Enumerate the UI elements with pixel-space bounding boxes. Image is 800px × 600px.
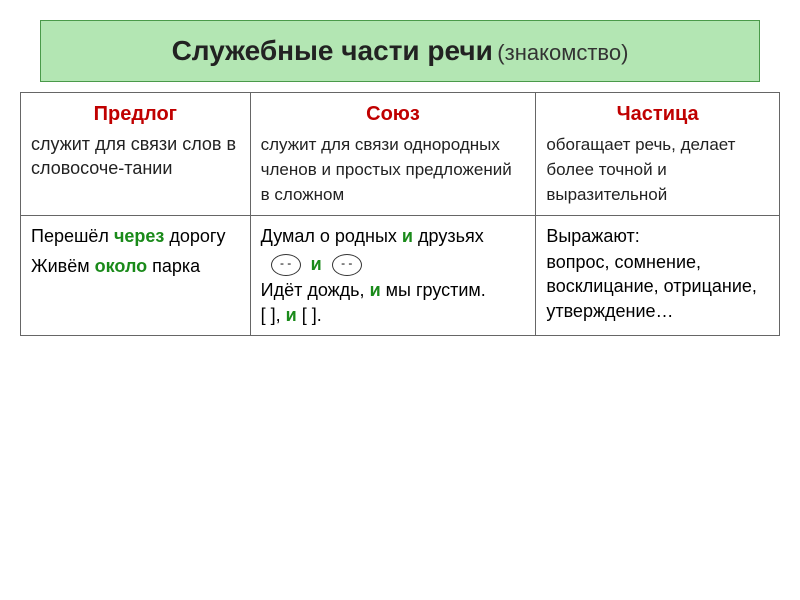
circles-line: - - и - -	[271, 252, 526, 276]
text: друзьях	[413, 226, 484, 246]
highlight-word: около	[95, 256, 148, 276]
highlight-word: через	[114, 226, 164, 246]
parts-of-speech-table: Предлог служит для связи слов в словосоч…	[20, 92, 780, 336]
bracket-schema: [ ], и [ ].	[261, 303, 526, 327]
text: Перешёл	[31, 226, 114, 246]
term-desc: служит для связи однородных членов и про…	[261, 135, 512, 204]
cell-predlog-examples: Перешёл через дорогу Живём около парка	[21, 215, 251, 335]
example-line: Думал о родных и друзьях	[261, 224, 526, 248]
title-sub: (знакомство)	[497, 40, 628, 65]
term-label: Предлог	[31, 101, 240, 128]
term-label: Союз	[261, 101, 526, 128]
title-banner: Служебные части речи (знакомство)	[40, 20, 760, 82]
table-row-header: Предлог служит для связи слов в словосоч…	[21, 93, 780, 216]
text: парка	[147, 256, 200, 276]
intro-text: Выражают:	[546, 224, 769, 248]
highlight-word: и	[286, 305, 297, 325]
text: мы грустим.	[381, 280, 486, 300]
term-desc: служит для связи слов в словосоче-тании	[31, 134, 236, 178]
example-line: Живём около парка	[31, 254, 240, 278]
cell-chastitsa-examples: Выражают: вопрос, сомнение, восклицание,…	[536, 215, 780, 335]
example-line: Идёт дождь, и мы грустим.	[261, 278, 526, 302]
example-line: Перешёл через дорогу	[31, 224, 240, 248]
text: [ ],	[261, 305, 286, 325]
circle-icon: - -	[332, 254, 362, 276]
term-desc: обогащает речь, делает более точной и вы…	[546, 135, 735, 204]
items-text: вопрос, сомнение, восклицание, отрицание…	[546, 250, 769, 323]
table-row-examples: Перешёл через дорогу Живём около парка Д…	[21, 215, 780, 335]
title-main: Служебные части речи	[172, 35, 493, 66]
text: Идёт дождь,	[261, 280, 370, 300]
cell-soyuz-examples: Думал о родных и друзьях - - и - - Идёт …	[250, 215, 536, 335]
highlight-word: и	[370, 280, 381, 300]
text: Живём	[31, 256, 95, 276]
cell-soyuz: Союз служит для связи однородных членов …	[250, 93, 536, 216]
cell-chastitsa: Частица обогащает речь, делает более точ…	[536, 93, 780, 216]
cell-predlog: Предлог служит для связи слов в словосоч…	[21, 93, 251, 216]
text: дорогу	[164, 226, 225, 246]
text: Думал о родных	[261, 226, 402, 246]
text: [ ].	[297, 305, 322, 325]
highlight-word: и	[311, 254, 322, 274]
circle-icon: - -	[271, 254, 301, 276]
highlight-word: и	[402, 226, 413, 246]
term-label: Частица	[546, 101, 769, 128]
